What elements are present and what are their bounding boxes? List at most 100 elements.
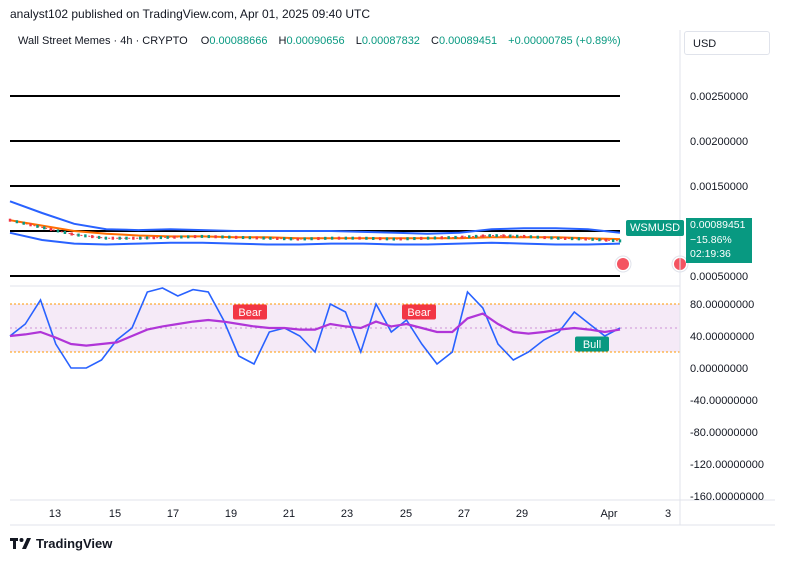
time-tick-label: 21 [283,508,295,520]
change-value: +0.00000785 (+0.89%) [508,35,621,47]
series-bollinger-lower [9,231,621,246]
candle [63,230,67,234]
candle [605,238,608,242]
publisher-header: analyst102 published on TradingView.com,… [10,7,371,21]
annotation-bull: Bull [583,339,601,351]
candle [433,236,437,240]
tradingview-logo-icon [10,537,31,549]
annotation-bear: Bear [407,307,431,319]
candle [180,235,183,239]
price-pane [8,95,689,277]
candle [550,236,553,240]
candle [214,235,217,239]
osc-tick-label: -80.00000000 [690,427,758,439]
series-stoch-d [9,312,621,347]
symbol-legend: Wall Street Memes · 4h · CRYPTO O0.00088… [18,35,629,47]
candle [420,236,423,240]
price-tag-values: 0.00089451 −15.86% 02:19:36 [686,218,752,263]
time-tick-label: Apr [600,508,617,520]
time-tick-label: 15 [109,508,121,520]
open-label: O [200,35,210,47]
candle [166,235,169,239]
candle [577,237,581,241]
price-tick-label: 0.00050000 [690,271,748,283]
candle [282,237,286,241]
candle [385,237,389,241]
candle [29,223,32,227]
osc-tick-label: 80.00000000 [690,299,754,311]
candle [611,239,615,243]
candle [118,236,121,240]
price-tag-price: 0.00089451 [690,219,746,231]
candle [49,227,53,231]
time-tick-label: 17 [167,508,179,520]
candle [15,220,19,224]
candle [468,235,471,239]
candle [618,239,622,243]
time-tick-label: 3 [665,508,671,520]
annotation-bull-bg [575,336,609,352]
candle [77,233,80,237]
candle [248,236,252,240]
candle [221,235,224,239]
candle [207,235,210,239]
candle [563,236,567,240]
price-tick-label: 0.00200000 [690,136,748,148]
oscillator-pane: Bear Bear Bull [9,287,680,369]
annotation-bear: Bear [238,307,262,319]
osc-tick-label: -40.00000000 [690,395,758,407]
us-flag-icon-fill [617,258,629,270]
candle [481,234,485,238]
candle [255,236,258,240]
candle [502,234,505,238]
price-tag: WSMUSD 0.00089451 −15.86% 02:19:36 [626,218,752,263]
candle [132,236,135,240]
candle [570,237,574,241]
series-stoch-k [9,287,621,369]
low-label: L [355,35,362,47]
candle [543,236,546,240]
candle [43,226,46,230]
candle [70,232,73,236]
candle [557,236,560,240]
candle [529,235,533,239]
footer-brand-text: TradingView [36,536,113,551]
candle [289,237,293,241]
candle [145,236,149,240]
annotation-bear-bg [233,304,267,320]
candle [200,234,204,238]
osc-tick-label: -120.00000000 [690,459,764,471]
candle [536,235,539,239]
candle [351,236,354,240]
footer-brand[interactable]: TradingView [10,536,112,551]
candle [324,236,327,240]
candle [598,238,601,242]
close-label: C [431,35,439,47]
candle [337,236,341,240]
candle [372,236,375,240]
axes: 0.002500000.002000000.001500000.00100000… [10,30,775,526]
candle [36,224,39,228]
candle [97,235,101,239]
candle [392,237,396,241]
candle [262,236,265,240]
time-tick-label: 13 [49,508,61,520]
candle [159,236,162,240]
candle [104,236,108,240]
candle [488,234,491,238]
currency-selector[interactable]: USD [684,31,770,55]
close-value: 0.00089451 [438,35,498,47]
symbol-name[interactable]: Wall Street Memes · 4h · CRYPTO [18,35,188,47]
candle [330,236,334,240]
candle [358,236,361,240]
candle [454,235,457,239]
time-tick-label: 27 [458,508,470,520]
candle [303,237,306,241]
price-tag-change: −15.86% [690,233,732,246]
candle [378,237,382,241]
candle [241,236,245,240]
price-tag-symbol: WSMUSD [626,220,685,236]
price-tick-label: 0.00150000 [690,181,748,193]
low-value: 0.00087832 [361,35,420,47]
